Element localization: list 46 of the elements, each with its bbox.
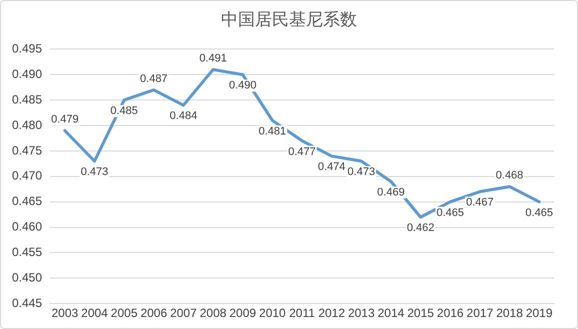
data-label: 0.467 <box>466 196 494 209</box>
y-tick-label: 0.470 <box>12 168 42 183</box>
data-label: 0.490 <box>228 80 256 92</box>
y-tick-label: 0.450 <box>12 270 42 284</box>
x-tick-label: 2006 <box>140 306 168 320</box>
y-tick-label: 0.475 <box>12 143 42 158</box>
x-tick-label: 2009 <box>229 306 256 320</box>
y-tick-label: 0.445 <box>12 296 42 310</box>
data-label: 0.462 <box>406 222 434 234</box>
x-tick-label: 2007 <box>170 306 198 320</box>
data-label: 0.477 <box>288 146 316 158</box>
data-label: 0.491 <box>199 52 227 65</box>
data-label: 0.469 <box>377 186 405 199</box>
chart-title: 中国居民基尼系数 <box>220 9 358 31</box>
x-tick-label: 2013 <box>348 306 375 320</box>
data-label: 0.487 <box>140 72 168 85</box>
y-tick-label: 0.485 <box>12 92 42 106</box>
x-tick-label: 2004 <box>81 306 108 320</box>
data-label: 0.479 <box>51 114 79 126</box>
x-tick-label: 2008 <box>200 306 227 320</box>
data-label: 0.473 <box>80 166 108 178</box>
x-tick-label: 2018 <box>496 306 524 320</box>
y-tick-label: 0.480 <box>12 118 42 132</box>
x-tick-label: 2017 <box>466 306 494 320</box>
x-tick-label: 2015 <box>407 306 434 320</box>
data-label: 0.465 <box>525 206 553 219</box>
y-tick-label: 0.495 <box>12 42 42 56</box>
y-tick-label: 0.460 <box>12 220 42 234</box>
y-tick-label: 0.455 <box>12 245 42 260</box>
y-tick-label: 0.490 <box>12 66 42 81</box>
x-tick-label: 2019 <box>526 306 553 320</box>
data-label: 0.468 <box>496 170 524 182</box>
y-tick-label: 0.465 <box>12 194 42 208</box>
data-label: 0.481 <box>258 125 286 138</box>
data-label: 0.485 <box>110 105 138 118</box>
x-tick-label: 2010 <box>259 306 286 320</box>
data-label: 0.474 <box>318 161 346 174</box>
x-tick-label: 2003 <box>52 306 79 320</box>
data-label: 0.473 <box>348 166 376 178</box>
x-tick-label: 2016 <box>436 306 464 320</box>
x-tick-label: 2012 <box>318 306 346 320</box>
data-label: 0.484 <box>170 110 198 122</box>
x-tick-label: 2014 <box>378 306 405 320</box>
x-tick-label: 2005 <box>110 306 138 320</box>
data-label: 0.465 <box>436 206 464 219</box>
x-tick-label: 2011 <box>289 306 316 320</box>
